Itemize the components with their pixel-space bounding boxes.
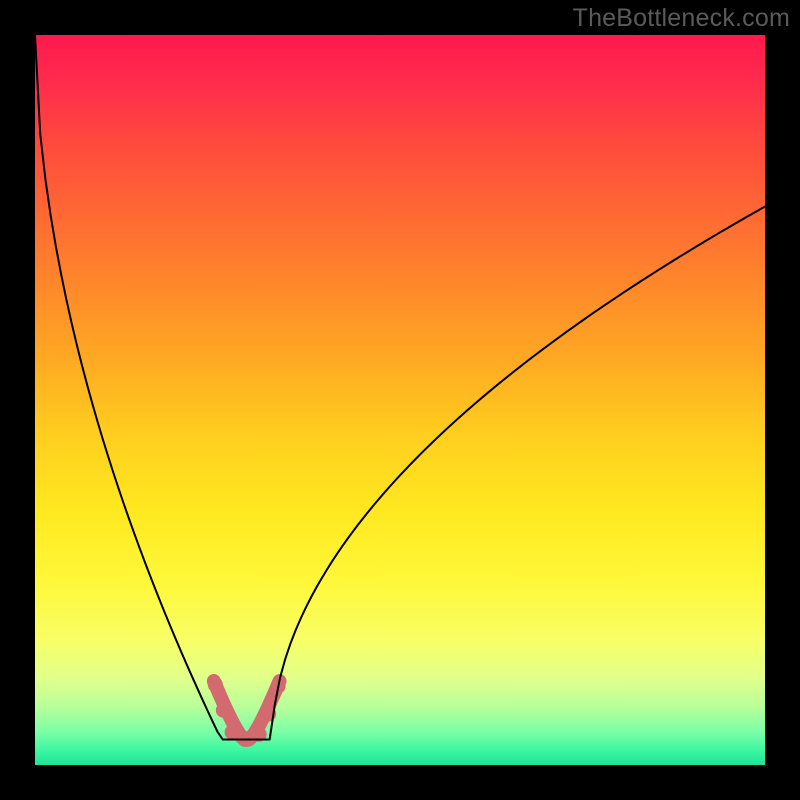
plot-area [35,35,765,765]
curve-layer [35,35,765,765]
watermark-text: TheBottleneck.com [573,4,790,33]
bottleneck-v-curve [35,35,765,739]
chart-frame: TheBottleneck.com [0,0,800,800]
